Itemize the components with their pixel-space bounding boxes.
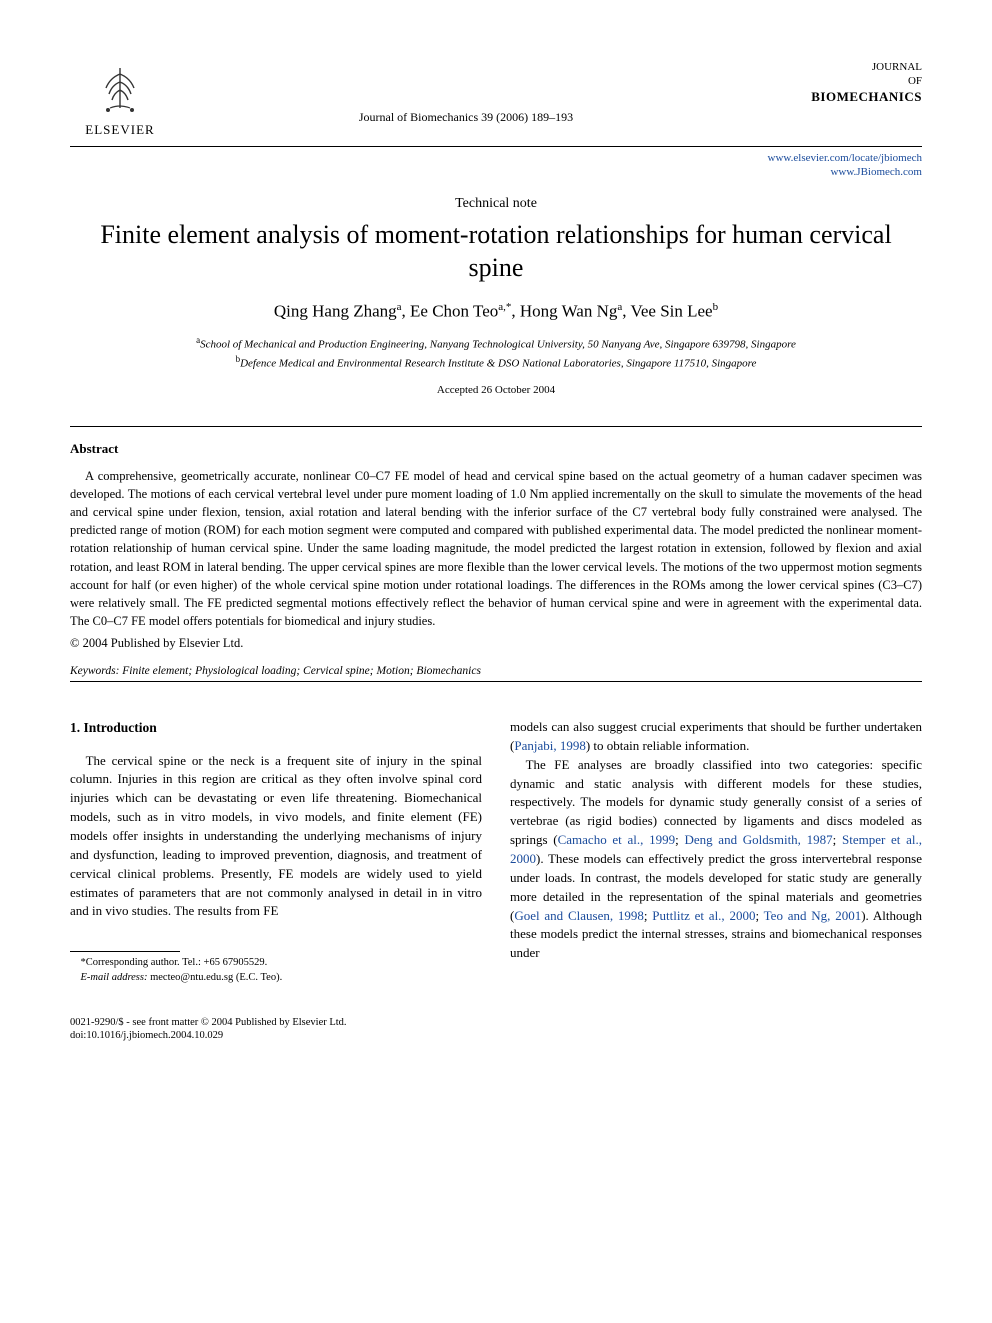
keywords-line: Keywords: Finite element; Physiological … — [70, 665, 922, 677]
journal-link-2[interactable]: www.JBiomech.com — [70, 165, 922, 179]
keywords-values: Finite element; Physiological loading; C… — [122, 665, 481, 677]
email-value: mecteo@ntu.edu.sg (E.C. Teo). — [150, 972, 282, 983]
abstract-copyright: © 2004 Published by Elsevier Ltd. — [70, 636, 922, 651]
email-label: E-mail address: — [81, 972, 148, 983]
column-left: 1. Introduction The cervical spine or th… — [70, 718, 482, 986]
article-type: Technical note — [70, 196, 922, 212]
article-title: Finite element analysis of moment-rotati… — [90, 218, 902, 286]
abstract-heading: Abstract — [70, 441, 922, 457]
citation-camacho-1999[interactable]: Camacho et al., 1999 — [558, 832, 676, 847]
email-footnote: E-mail address: mecteo@ntu.edu.sg (E.C. … — [70, 971, 482, 986]
citation-teo-ng-2001[interactable]: Teo and Ng, 2001 — [764, 908, 862, 923]
header-rule — [70, 146, 922, 147]
footer: 0021-9290/$ - see front matter © 2004 Pu… — [70, 1016, 922, 1043]
citation-goel-clausen-1998[interactable]: Goel and Clausen, 1998 — [514, 908, 644, 923]
footer-doi: doi:10.1016/j.jbiomech.2004.10.029 — [70, 1029, 922, 1043]
footer-front-matter: 0021-9290/$ - see front matter © 2004 Pu… — [70, 1016, 922, 1030]
citation-deng-goldsmith-1987[interactable]: Deng and Goldsmith, 1987 — [684, 832, 832, 847]
citation-puttlitz-2000[interactable]: Puttlitz et al., 2000 — [652, 908, 755, 923]
publisher-name: ELSEVIER — [85, 122, 154, 138]
section-heading-intro: 1. Introduction — [70, 718, 482, 738]
journal-name-line1: JOURNAL — [762, 60, 922, 74]
publisher-logo-block: ELSEVIER — [70, 60, 170, 138]
accepted-date: Accepted 26 October 2004 — [70, 384, 922, 396]
journal-name-block: JOURNAL OF BIOMECHANICS — [762, 60, 922, 105]
authors: Qing Hang Zhanga, Ee Chon Teoa,*, Hong W… — [70, 301, 922, 322]
affiliations: aSchool of Mechanical and Production Eng… — [70, 334, 922, 372]
intro-para-2: The FE analyses are broadly classified i… — [510, 756, 922, 963]
corresponding-author-footnote: *Corresponding author. Tel.: +65 6790552… — [70, 956, 482, 971]
intro-para-1-cont: models can also suggest crucial experime… — [510, 718, 922, 756]
journal-name-line2: OF — [762, 74, 922, 88]
journal-links: www.elsevier.com/locate/jbiomech www.JBi… — [70, 151, 922, 180]
header-row: ELSEVIER Journal of Biomechanics 39 (200… — [70, 60, 922, 138]
intro-para-1: The cervical spine or the neck is a freq… — [70, 752, 482, 922]
abstract-body: A comprehensive, geometrically accurate,… — [70, 467, 922, 630]
citation-panjabi-1998[interactable]: Panjabi, 1998 — [514, 738, 586, 753]
abstract-rule-bottom — [70, 681, 922, 682]
journal-link-1[interactable]: www.elsevier.com/locate/jbiomech — [70, 151, 922, 165]
journal-reference: Journal of Biomechanics 39 (2006) 189–19… — [170, 60, 762, 125]
journal-name-line3: BIOMECHANICS — [762, 89, 922, 106]
body-columns: 1. Introduction The cervical spine or th… — [70, 718, 922, 986]
elsevier-tree-icon — [90, 60, 150, 120]
column-right: models can also suggest crucial experime… — [510, 718, 922, 986]
affiliation-a: aSchool of Mechanical and Production Eng… — [70, 334, 922, 353]
footnote-separator — [70, 951, 180, 952]
keywords-label: Keywords: — [70, 665, 119, 677]
abstract-rule-top — [70, 426, 922, 427]
affiliation-b: bDefence Medical and Environmental Resea… — [70, 353, 922, 372]
